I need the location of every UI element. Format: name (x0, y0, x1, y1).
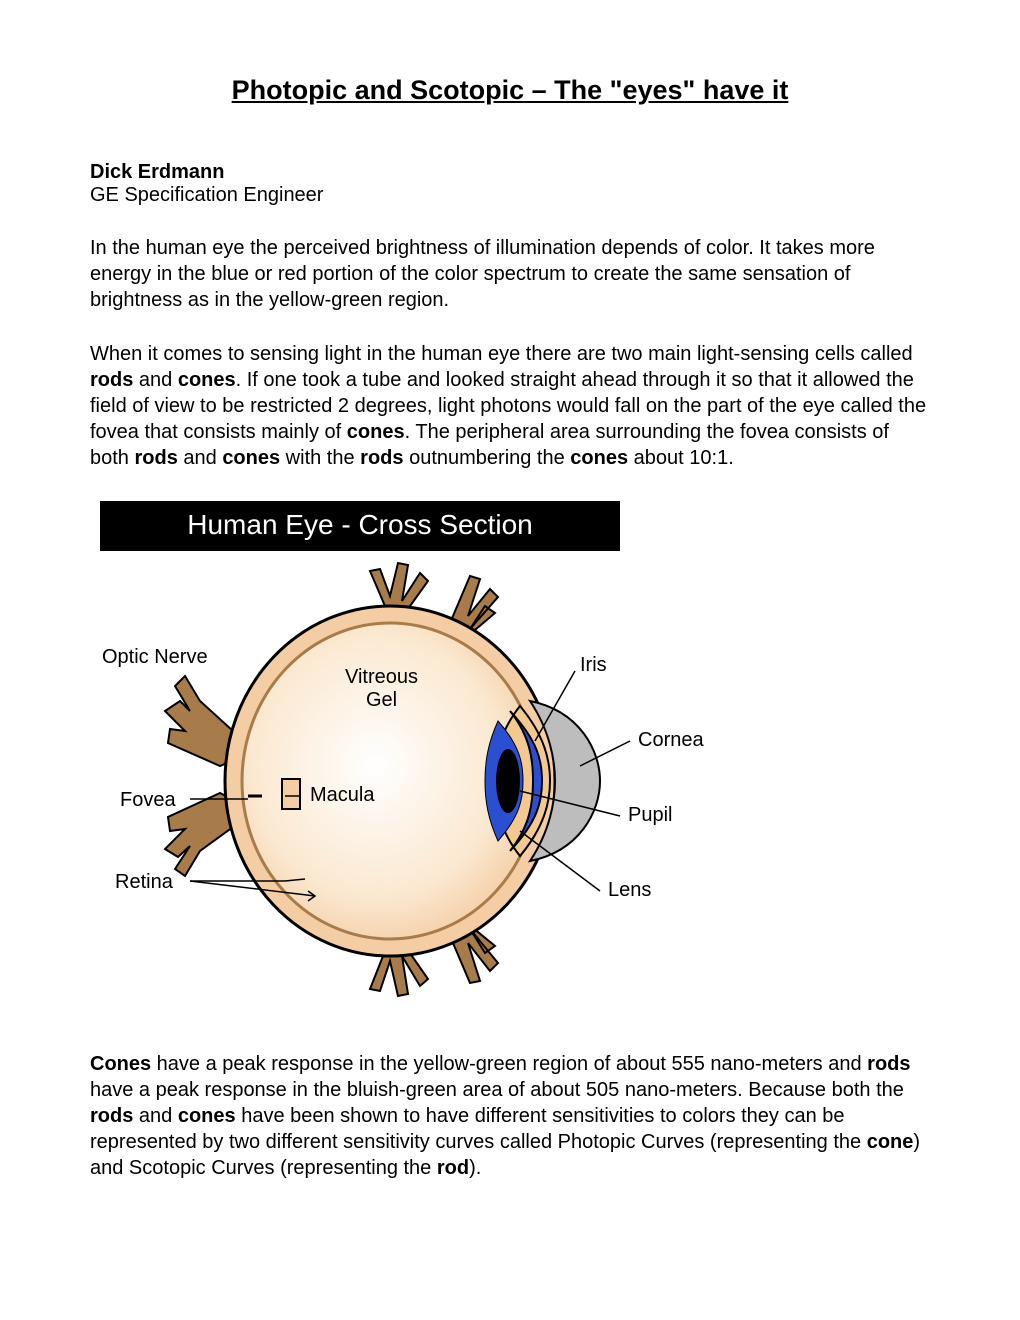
eye-svg (90, 551, 730, 1011)
text: outnumbering the (404, 447, 571, 469)
bold: rods (90, 369, 133, 391)
label-vitreous-gel: Vitreous Gel (345, 666, 418, 712)
bold: cones (222, 447, 280, 469)
bold: cone (867, 1131, 914, 1153)
text: and (178, 447, 222, 469)
eye-diagram: Human Eye - Cross Section (90, 501, 930, 1011)
text: When it comes to sensing light in the hu… (90, 343, 913, 365)
paragraph-2: When it comes to sensing light in the hu… (90, 341, 930, 471)
bold: cones (178, 1105, 236, 1127)
pupil-shape (496, 749, 520, 813)
label-fovea: Fovea (120, 789, 176, 812)
diagram-title: Human Eye - Cross Section (100, 501, 620, 551)
diagram-canvas: Optic Nerve Vitreous Gel Iris Cornea Fov… (90, 551, 730, 1011)
page-title: Photopic and Scotopic – The "eyes" have … (90, 75, 930, 106)
bold: Cones (90, 1053, 151, 1075)
bold: rods (867, 1053, 910, 1075)
bold: rods (134, 447, 177, 469)
paragraph-3: Cones have a peak response in the yellow… (90, 1051, 930, 1181)
text: and (133, 369, 177, 391)
bold: cones (347, 421, 405, 443)
paragraph-1: In the human eye the perceived brightnes… (90, 235, 930, 313)
bold: rods (360, 447, 403, 469)
text: with the (280, 447, 360, 469)
text: and (133, 1105, 177, 1127)
macula-shape (282, 779, 300, 809)
author-name: Dick Erdmann (90, 161, 930, 184)
text: ). (469, 1157, 481, 1179)
text: about 10:1. (628, 447, 734, 469)
bold: cones (570, 447, 628, 469)
bold: rods (90, 1105, 133, 1127)
text: Vitreous (345, 666, 418, 688)
bold: rod (437, 1157, 469, 1179)
author-role: GE Specification Engineer (90, 184, 930, 207)
label-retina: Retina (115, 871, 173, 894)
label-iris: Iris (580, 654, 607, 677)
label-cornea: Cornea (638, 729, 704, 752)
author-block: Dick Erdmann GE Specification Engineer (90, 161, 930, 207)
text: have a peak response in the bluish-green… (90, 1079, 904, 1101)
label-macula: Macula (310, 784, 374, 807)
text: Gel (366, 689, 397, 711)
label-pupil: Pupil (628, 804, 672, 827)
text: have a peak response in the yellow-green… (151, 1053, 867, 1075)
label-optic-nerve: Optic Nerve (102, 646, 208, 669)
label-lens: Lens (608, 879, 651, 902)
bold: cones (178, 369, 236, 391)
